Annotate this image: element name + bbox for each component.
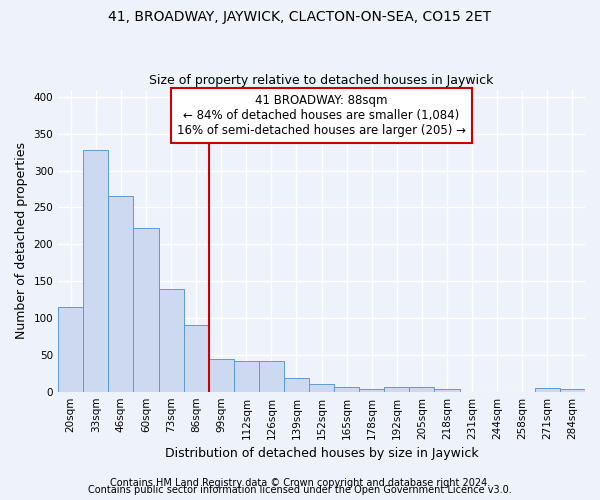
Bar bbox=[434, 388, 460, 392]
X-axis label: Distribution of detached houses by size in Jaywick: Distribution of detached houses by size … bbox=[165, 447, 478, 460]
Text: 41 BROADWAY: 88sqm
← 84% of detached houses are smaller (1,084)
16% of semi-deta: 41 BROADWAY: 88sqm ← 84% of detached hou… bbox=[177, 94, 466, 137]
Bar bbox=[234, 360, 259, 392]
Bar bbox=[259, 360, 284, 392]
Text: Contains public sector information licensed under the Open Government Licence v3: Contains public sector information licen… bbox=[88, 485, 512, 495]
Text: 41, BROADWAY, JAYWICK, CLACTON-ON-SEA, CO15 2ET: 41, BROADWAY, JAYWICK, CLACTON-ON-SEA, C… bbox=[109, 10, 491, 24]
Bar bbox=[535, 388, 560, 392]
Bar bbox=[359, 390, 385, 392]
Bar bbox=[385, 386, 409, 392]
Bar bbox=[209, 358, 234, 392]
Bar bbox=[560, 388, 585, 392]
Bar bbox=[83, 150, 109, 392]
Text: Contains HM Land Registry data © Crown copyright and database right 2024.: Contains HM Land Registry data © Crown c… bbox=[110, 478, 490, 488]
Bar bbox=[334, 386, 359, 392]
Y-axis label: Number of detached properties: Number of detached properties bbox=[15, 142, 28, 339]
Bar bbox=[284, 378, 309, 392]
Bar bbox=[184, 324, 209, 392]
Bar bbox=[109, 196, 133, 392]
Bar bbox=[309, 384, 334, 392]
Bar bbox=[133, 228, 158, 392]
Bar bbox=[158, 288, 184, 392]
Title: Size of property relative to detached houses in Jaywick: Size of property relative to detached ho… bbox=[149, 74, 494, 87]
Bar bbox=[58, 307, 83, 392]
Bar bbox=[409, 386, 434, 392]
